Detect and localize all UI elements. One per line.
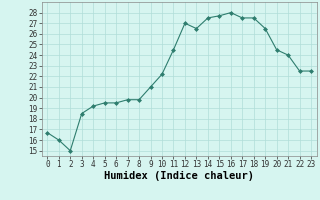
X-axis label: Humidex (Indice chaleur): Humidex (Indice chaleur) xyxy=(104,171,254,181)
